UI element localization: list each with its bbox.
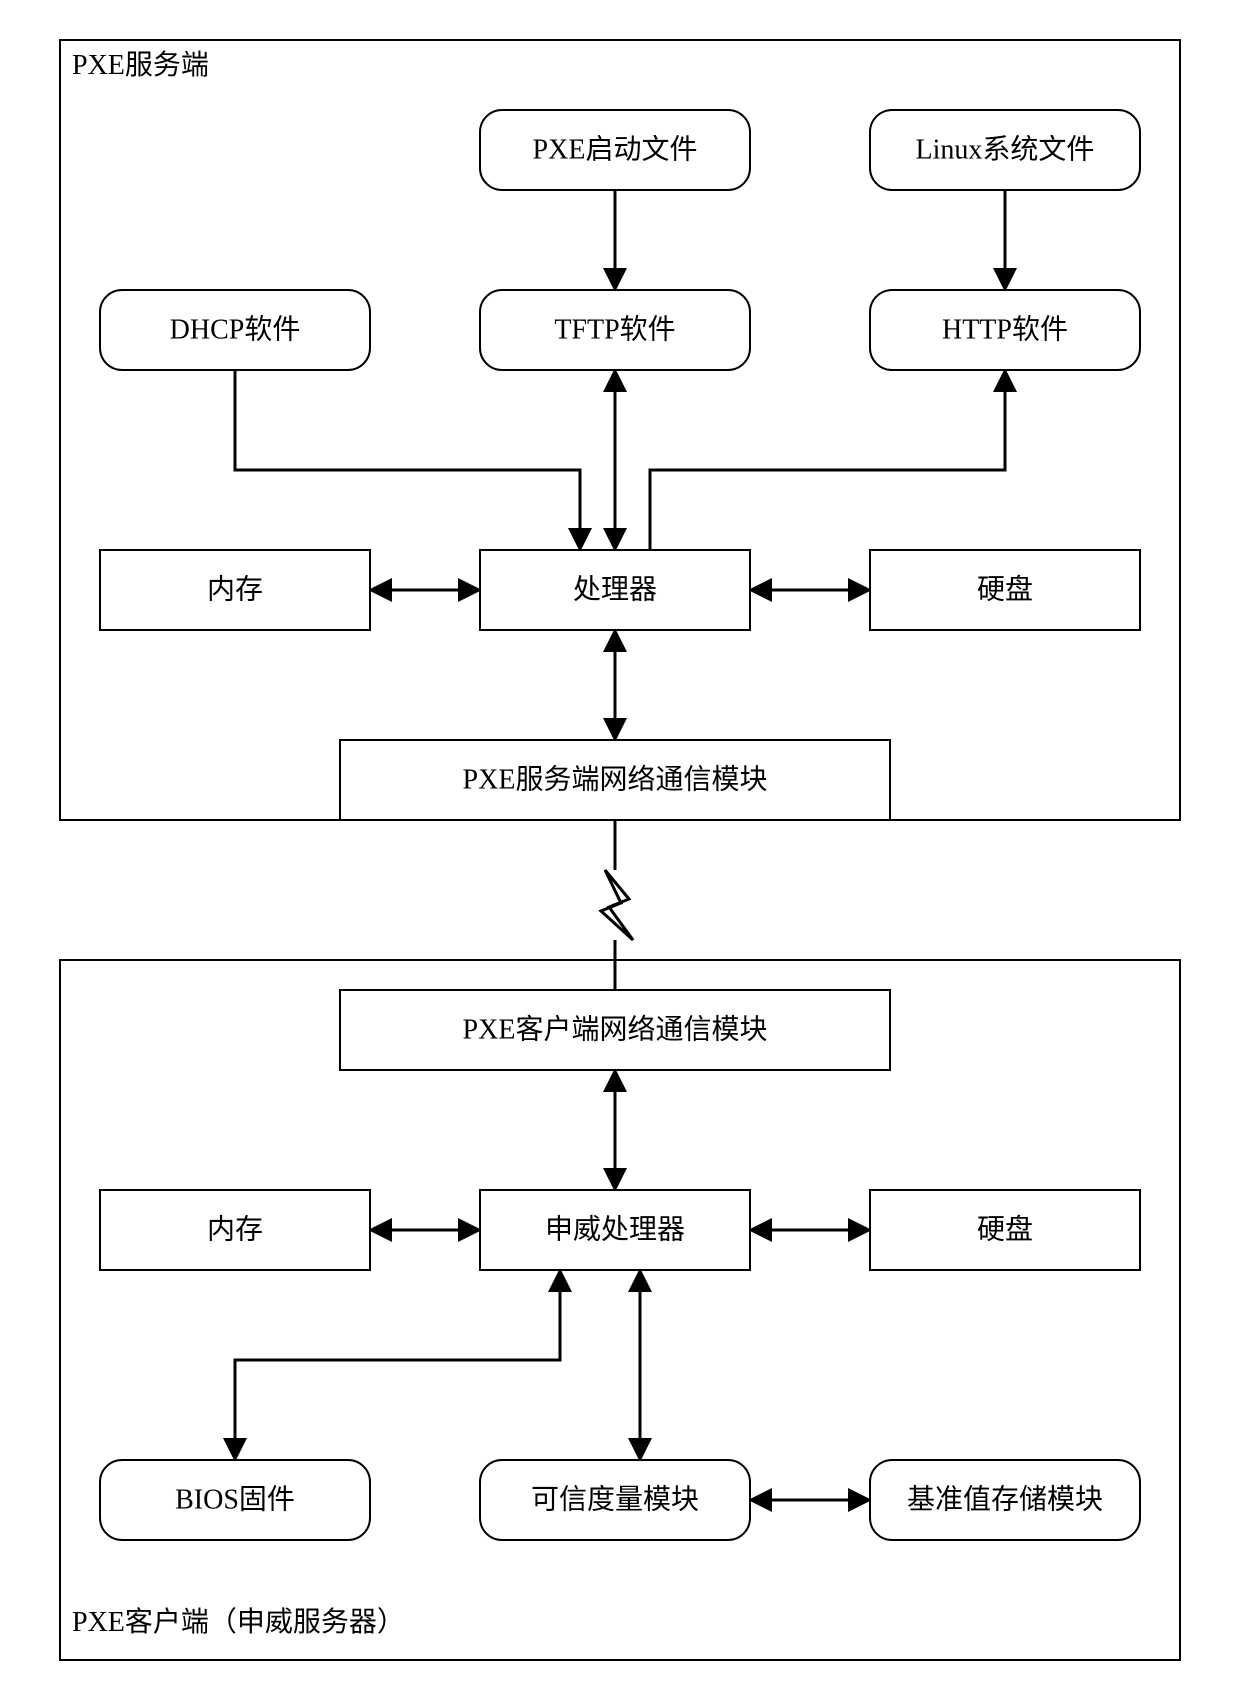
node-label-dhcp: DHCP软件 <box>170 314 301 346</box>
node-label-bios: BIOS固件 <box>175 1484 295 1516</box>
node-label-cli_net: PXE客户端网络通信模块 <box>463 1014 768 1046</box>
node-label-proc: 处理器 <box>573 574 657 606</box>
node-label-sw_proc: 申威处理器 <box>545 1214 685 1246</box>
edge-bios-sw_proc <box>235 1270 560 1460</box>
node-label-baseline: 基准值存储模块 <box>907 1484 1103 1516</box>
node-label-linux_sys: Linux系统文件 <box>916 134 1095 166</box>
node-label-http: HTTP软件 <box>942 314 1068 346</box>
edge-http-proc <box>650 370 1005 550</box>
node-label-srv_net: PXE服务端网络通信模块 <box>463 764 768 796</box>
node-label-disk2: 硬盘 <box>977 1214 1033 1246</box>
node-label-mem2: 内存 <box>207 1214 263 1246</box>
container-label-server: PXE服务端 <box>72 49 209 81</box>
edge-dhcp-proc <box>235 370 580 550</box>
node-label-disk1: 硬盘 <box>977 574 1033 606</box>
node-label-pxe_boot: PXE启动文件 <box>533 134 698 166</box>
wireless-icon <box>601 870 633 940</box>
node-label-mem1: 内存 <box>207 574 263 606</box>
node-label-trust: 可信度量模块 <box>531 1484 699 1516</box>
container-label-client: PXE客户端（申威服务器） <box>72 1606 405 1638</box>
node-label-tftp: TFTP软件 <box>554 314 675 346</box>
